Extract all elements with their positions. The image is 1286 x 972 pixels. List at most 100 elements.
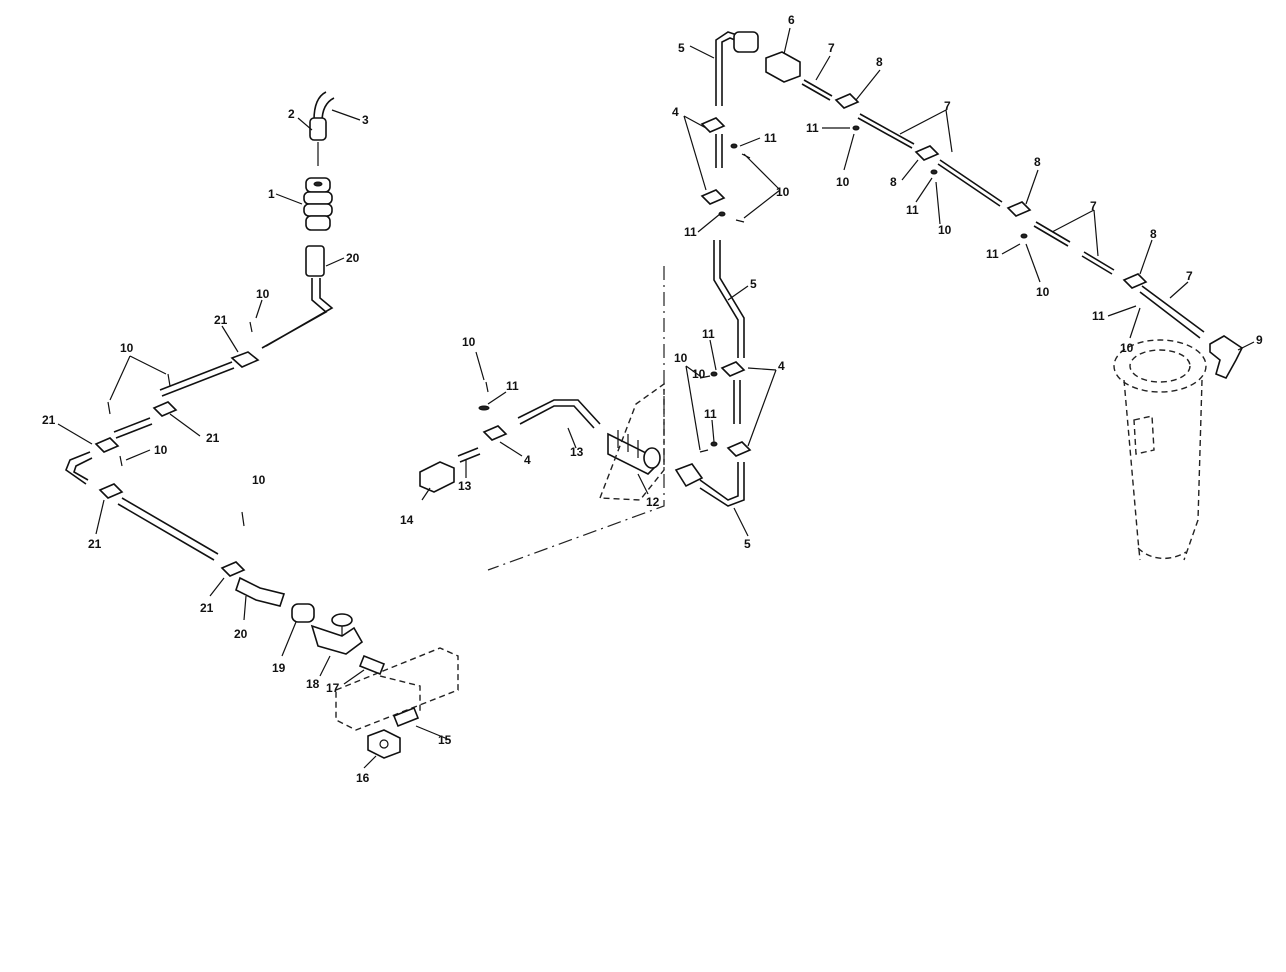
tube-part-5-mid <box>713 240 745 358</box>
callout-10-g: 10 <box>836 175 850 189</box>
tube-part-13-bent <box>517 399 601 429</box>
callout-20-upper: 20 <box>346 251 360 265</box>
tube-part-7-c <box>937 159 1003 207</box>
clamp-part-8-d <box>1122 273 1148 289</box>
tube-section-vertical-2 <box>733 380 741 424</box>
tube-section-left-1 <box>159 361 235 397</box>
callout-10-b: 10 <box>120 341 134 355</box>
tube-part-13-short <box>457 447 481 463</box>
bent-tube-upper <box>261 278 334 349</box>
callout-9: 9 <box>1256 333 1263 347</box>
clamp-part-4-b <box>700 189 726 205</box>
fitting-part-20-lower <box>235 576 286 607</box>
callout-labels: 1 2 3 20 10 21 10 21 21 10 21 10 21 20 1… <box>42 13 1263 785</box>
callout-5-bottom: 5 <box>744 537 751 551</box>
tube-part-7-b <box>857 113 915 149</box>
clamp-part-21-b <box>152 401 178 417</box>
nut-part-14 <box>419 461 455 493</box>
tube-part-7-f <box>1139 285 1205 339</box>
callout-10-i: 10 <box>1036 285 1050 299</box>
tube-part-7-e <box>1081 251 1115 275</box>
nut-part-19 <box>291 603 315 623</box>
fitting-part-5-bottom <box>674 463 704 488</box>
callout-7-b: 7 <box>944 99 951 113</box>
callout-15: 15 <box>438 733 452 747</box>
callout-19: 19 <box>272 661 286 675</box>
callout-11-h: 11 <box>702 327 715 341</box>
callout-14: 14 <box>400 513 414 527</box>
coupling-part-1 <box>303 177 333 231</box>
callout-7-d: 7 <box>1186 269 1193 283</box>
callout-21-c: 21 <box>42 413 56 427</box>
tank-dashed <box>1113 339 1207 561</box>
callout-11-a: 11 <box>506 379 519 393</box>
plug-part-16 <box>367 729 401 759</box>
clamp-part-4-a <box>700 117 726 133</box>
callout-7-c: 7 <box>1090 199 1097 213</box>
callout-11-b: 11 <box>764 131 777 145</box>
callout-16: 16 <box>356 771 370 785</box>
callout-10-c: 10 <box>154 443 168 457</box>
callout-11-e: 11 <box>906 203 919 217</box>
middle-assembly <box>419 266 665 571</box>
callout-8-a: 8 <box>876 55 883 69</box>
callout-13-short: 13 <box>458 479 472 493</box>
callout-10-f: 10 <box>776 185 790 199</box>
callout-10-j: 10 <box>1120 341 1134 355</box>
tube-section-left-2 <box>113 417 153 439</box>
clamp-part-8-c <box>1006 201 1032 217</box>
bracket-dashed <box>599 382 665 501</box>
fitting-part-6 <box>765 51 801 83</box>
tube-part-5-bottom <box>699 462 745 507</box>
callout-21-e: 21 <box>200 601 214 615</box>
callout-21-a: 21 <box>214 313 228 327</box>
tube-section-left-3 <box>117 497 219 561</box>
callout-5-top: 5 <box>678 41 685 55</box>
callout-21-d: 21 <box>88 537 102 551</box>
callout-11-f: 11 <box>986 247 999 261</box>
callout-11-d: 11 <box>806 121 819 135</box>
fitting-part-5-top <box>733 31 759 53</box>
clamp-part-21-c <box>94 437 120 453</box>
left-assembly <box>65 91 459 759</box>
clamp-part-4-c <box>720 361 746 377</box>
callout-8-b: 8 <box>890 175 897 189</box>
callout-4-mid: 4 <box>524 453 531 467</box>
nipple-part-17 <box>358 654 386 676</box>
callout-4-c: 4 <box>778 359 785 373</box>
callout-4-a: 4 <box>672 105 679 119</box>
tee-pipe-dashed <box>335 647 459 731</box>
callout-7-a: 7 <box>828 41 835 55</box>
callout-21-b: 21 <box>206 431 220 445</box>
leader-lines <box>57 27 1255 769</box>
callout-12: 12 <box>646 495 660 509</box>
callout-5-mid: 5 <box>750 277 757 291</box>
callout-10-h: 10 <box>938 223 952 237</box>
callout-6: 6 <box>788 13 795 27</box>
callout-13-bent: 13 <box>570 445 584 459</box>
callout-8-d: 8 <box>1150 227 1157 241</box>
callout-17: 17 <box>326 681 340 695</box>
callout-10-a: 10 <box>256 287 270 301</box>
callout-20-lower: 20 <box>234 627 248 641</box>
clamp-part-21-e <box>220 561 246 577</box>
callout-11-i: 11 <box>704 407 717 421</box>
fitting-part-20-upper <box>305 245 325 277</box>
clamp-part-4-mid <box>482 425 508 441</box>
callout-10-k: 10 <box>674 351 688 365</box>
callout-11-g: 11 <box>1092 309 1105 323</box>
clamp-part-8-b <box>914 145 940 161</box>
callout-10-l: 10 <box>692 367 706 381</box>
callout-3: 3 <box>362 113 369 127</box>
tube-section-vertical <box>715 134 723 168</box>
clamp-part-21-d <box>98 483 124 499</box>
clamp-part-21-a <box>230 351 260 368</box>
centerline-1 <box>487 266 665 571</box>
nut-part-2 <box>309 117 327 141</box>
callout-8-c: 8 <box>1034 155 1041 169</box>
callout-18: 18 <box>306 677 320 691</box>
right-assembly <box>674 31 1244 561</box>
callout-10-e: 10 <box>462 335 476 349</box>
u-bend-tube <box>65 451 93 485</box>
